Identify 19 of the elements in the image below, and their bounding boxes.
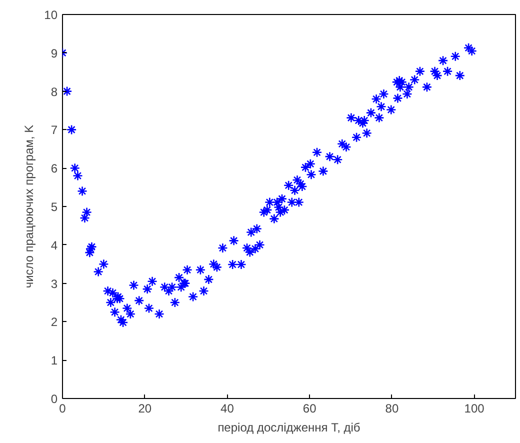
y-tick-label: 1	[50, 354, 58, 368]
x-tick-label: 100	[464, 402, 485, 416]
x-tick-label: 20	[138, 402, 152, 416]
y-tick-label: 9	[50, 46, 58, 60]
x-tick-label: 60	[302, 402, 317, 416]
x-tick-label: 80	[385, 402, 399, 416]
y-tick-label: 4	[50, 238, 58, 252]
y-tick-label: 6	[50, 162, 58, 176]
y-tick-label: 2	[50, 315, 58, 330]
y-tick-label: 0	[50, 392, 58, 406]
x-axis-title: період дослідження Т, діб	[218, 420, 360, 434]
y-tick-label: 10	[44, 8, 58, 22]
y-axis-title: число працюючих програм, K	[22, 124, 36, 288]
y-tick-label: 7	[50, 123, 58, 138]
x-tick-label: 0	[59, 402, 66, 416]
y-tick-label: 5	[50, 200, 58, 214]
y-tick-label: 8	[50, 84, 58, 99]
x-tick-label: 40	[220, 402, 234, 416]
y-tick-label: 3	[50, 276, 58, 291]
